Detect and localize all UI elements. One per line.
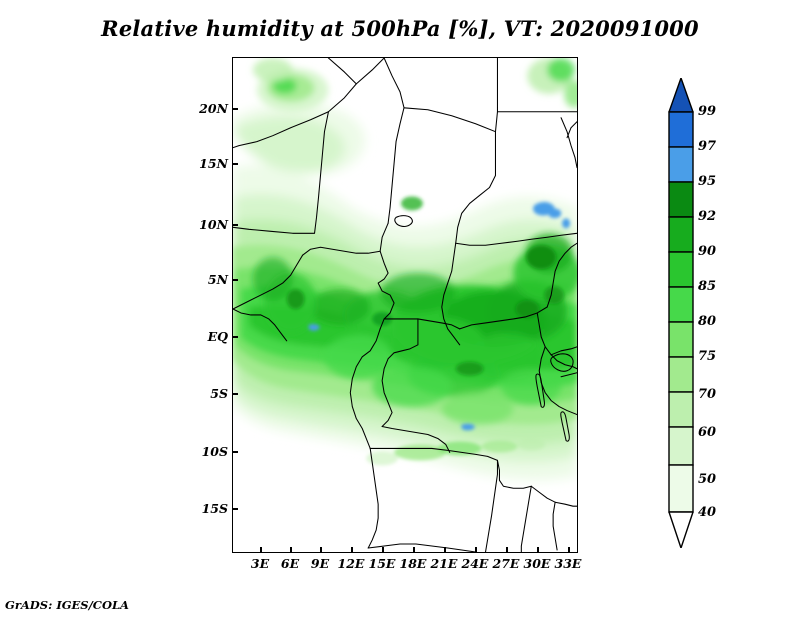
colorbar-label-75: 75 <box>698 349 717 364</box>
xlabel-18E: 18E <box>399 556 427 571</box>
xtick-30E <box>537 547 539 553</box>
ylabel-15S: 15S <box>201 501 228 516</box>
colorbar-label-40: 40 <box>698 505 717 520</box>
ylabel-15N: 15N <box>199 156 228 171</box>
ytick-15S <box>232 508 238 510</box>
ytick-5S <box>232 393 238 395</box>
colorbar-label-97: 97 <box>698 139 717 154</box>
ylabel-20N: 20N <box>199 101 228 116</box>
ytick-15N <box>232 163 238 165</box>
footer-credit: GrADS: IGES/COLA <box>5 598 129 612</box>
xtick-15E <box>382 547 384 553</box>
high-humidity-patch <box>308 202 571 431</box>
xtick-3E <box>260 547 262 553</box>
colorbar <box>668 78 694 548</box>
xtick-18E <box>413 547 415 553</box>
xlabel-15E: 15E <box>368 556 396 571</box>
xtick-12E <box>351 547 353 553</box>
ylabel-5N: 5N <box>207 272 228 287</box>
colorbar-label-60: 60 <box>698 425 717 440</box>
xtick-9E <box>320 547 322 553</box>
colorbar-label-99: 99 <box>698 104 717 119</box>
colorbar-bands <box>668 78 694 548</box>
colorbar-label-95: 95 <box>698 174 717 189</box>
colorbar-label-85: 85 <box>698 279 717 294</box>
ylabel-5S: 5S <box>210 386 228 401</box>
colorbar-label-92: 92 <box>698 209 717 224</box>
xlabel-27E: 27E <box>492 556 520 571</box>
xlabel-6E: 6E <box>280 556 300 571</box>
colorbar-arrow-bottom <box>668 511 694 548</box>
ylabel-10S: 10S <box>201 444 228 459</box>
humidity-shading <box>233 58 577 552</box>
xlabel-30E: 30E <box>523 556 551 571</box>
xlabel-21E: 21E <box>430 556 458 571</box>
ylabel-10N: 10N <box>199 217 228 232</box>
xlabel-24E: 24E <box>461 556 489 571</box>
country-borders <box>233 58 577 552</box>
colorbar-label-70: 70 <box>698 387 717 402</box>
xtick-6E <box>290 547 292 553</box>
ytick-10S <box>232 451 238 453</box>
xlabel-3E: 3E <box>250 556 270 571</box>
colorbar-label-80: 80 <box>698 314 717 329</box>
colorbar-label-50: 50 <box>698 472 717 487</box>
xtick-33E <box>568 547 570 553</box>
ytick-10N <box>232 224 238 226</box>
xlabel-33E: 33E <box>554 556 582 571</box>
chart-title: Relative humidity at 500hPa [%], VT: 202… <box>101 16 699 41</box>
xlabel-12E: 12E <box>337 556 365 571</box>
ytick-5N <box>232 279 238 281</box>
map-plot-area <box>232 57 578 553</box>
xtick-21E <box>444 547 446 553</box>
xtick-24E <box>475 547 477 553</box>
colorbar-label-90: 90 <box>698 244 717 259</box>
colorbar-arrow-top <box>668 78 694 113</box>
xlabel-9E: 9E <box>310 556 330 571</box>
xtick-27E <box>506 547 508 553</box>
humidity-field <box>233 58 577 552</box>
ytick-20N <box>232 108 238 110</box>
ylabel-EQ: EQ <box>207 329 228 344</box>
ytick-EQ <box>232 336 238 338</box>
